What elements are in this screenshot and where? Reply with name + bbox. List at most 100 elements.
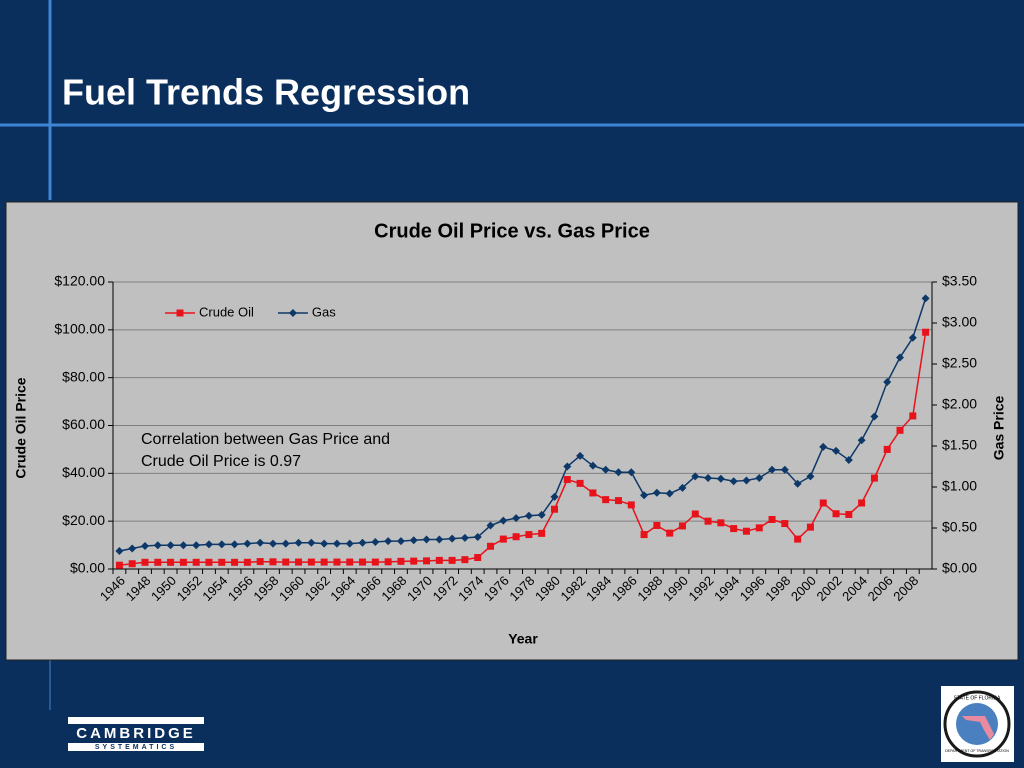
data-point [640, 531, 648, 539]
legend-label: Gas [312, 304, 336, 319]
data-point [922, 328, 930, 336]
data-point [397, 557, 405, 565]
data-point [282, 558, 290, 566]
data-point [896, 353, 905, 362]
y2-tick-label: $3.50 [942, 273, 977, 289]
data-point [717, 519, 725, 527]
data-point [768, 515, 776, 523]
chart-title: Crude Oil Price vs. Gas Price [374, 220, 650, 242]
data-point [627, 501, 635, 509]
data-point [614, 468, 623, 477]
data-point [435, 556, 443, 564]
seal-top-text: STATE OF FLORIDA [954, 695, 1001, 701]
data-point [423, 557, 431, 565]
annotation-line: Correlation between Gas Price and [141, 431, 390, 448]
data-point [231, 558, 239, 566]
data-point [524, 511, 533, 520]
data-point [653, 521, 661, 529]
legend-label: Crude Oil [199, 304, 254, 319]
annotation-line: Crude Oil Price is 0.97 [141, 453, 301, 470]
data-point [755, 473, 764, 482]
data-point [256, 538, 265, 547]
data-point [614, 497, 622, 505]
data-point [473, 533, 482, 542]
data-point [409, 536, 418, 545]
data-point [538, 529, 546, 537]
data-point [691, 510, 699, 518]
data-point [176, 309, 184, 317]
data-point [716, 474, 725, 483]
data-point [358, 538, 367, 547]
data-point [179, 558, 187, 566]
data-point [230, 540, 239, 549]
data-point [806, 472, 815, 481]
data-point [218, 558, 226, 566]
y-tick-label: $80.00 [62, 368, 105, 384]
data-point [346, 558, 354, 566]
data-point [345, 539, 354, 548]
data-point [307, 538, 316, 547]
data-point [832, 446, 841, 455]
data-point [371, 537, 380, 546]
data-point [896, 426, 904, 434]
data-point [858, 499, 866, 507]
y-tick-label: $0.00 [70, 560, 105, 576]
data-point [908, 333, 917, 342]
data-point [588, 461, 597, 470]
data-point [768, 465, 777, 474]
data-point [666, 529, 674, 537]
data-point [281, 539, 290, 548]
data-point [332, 539, 341, 548]
data-point [921, 294, 930, 303]
slide-title: Fuel Trends Regression [62, 72, 470, 113]
data-point [832, 510, 840, 518]
data-point [563, 462, 572, 471]
data-point [460, 533, 469, 542]
data-point [589, 489, 597, 497]
y2-tick-label: $1.50 [942, 437, 977, 453]
data-point [461, 556, 469, 564]
data-point [217, 540, 226, 549]
data-point [640, 491, 649, 500]
data-point [845, 510, 853, 518]
data-point [665, 489, 674, 498]
data-point [422, 535, 431, 544]
data-point [256, 558, 264, 566]
data-point [487, 542, 495, 550]
data-point [806, 523, 814, 531]
data-point [844, 455, 853, 464]
data-point [678, 483, 687, 492]
data-point [704, 517, 712, 525]
data-point [819, 442, 828, 451]
y2-tick-label: $1.00 [942, 478, 977, 494]
data-point [204, 540, 213, 549]
data-point [704, 473, 713, 482]
data-point [602, 496, 610, 504]
y2-axis-label: Gas Price [991, 395, 1007, 460]
data-point [435, 535, 444, 544]
data-point [742, 527, 750, 535]
chart-frame [5, 201, 1019, 661]
data-point [371, 558, 379, 566]
data-point [333, 558, 341, 566]
data-point [268, 539, 277, 548]
data-point [550, 505, 558, 513]
y2-tick-label: $3.00 [942, 314, 977, 330]
y2-tick-label: $2.50 [942, 355, 977, 371]
data-point [793, 479, 802, 488]
data-point [883, 378, 892, 387]
data-point [857, 436, 866, 445]
data-point [512, 533, 520, 541]
data-point [563, 476, 571, 484]
data-point [474, 554, 482, 562]
data-point [167, 558, 175, 566]
data-point [537, 510, 546, 519]
series-line [119, 332, 927, 566]
data-point [295, 558, 303, 566]
data-point [320, 539, 329, 548]
data-point [396, 537, 405, 546]
y2-tick-label: $0.50 [942, 519, 977, 535]
data-point [269, 558, 277, 566]
seal-state [962, 716, 994, 740]
data-point [627, 468, 636, 477]
